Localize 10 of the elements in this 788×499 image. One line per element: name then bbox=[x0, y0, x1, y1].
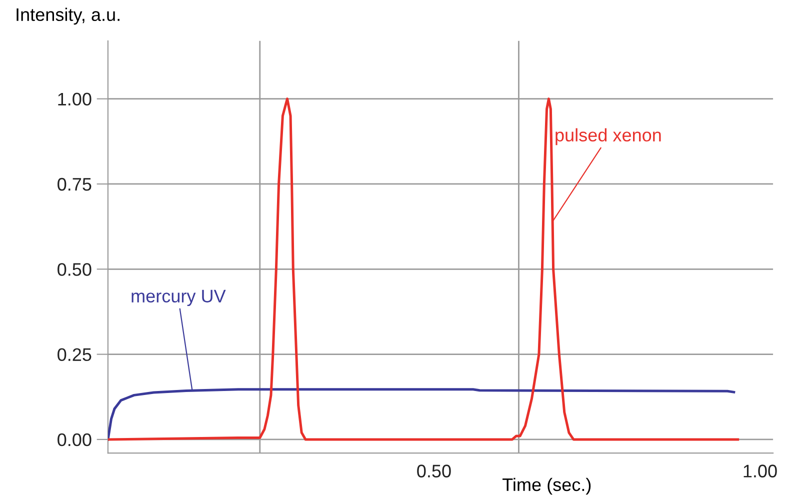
y-tick-label: 0.75 bbox=[58, 178, 92, 191]
annotation: pulsed xenon bbox=[556, 128, 661, 146]
y-tick-label: 1.00 bbox=[58, 92, 92, 106]
y-tick-label: 0.50 bbox=[58, 263, 92, 276]
x-axis-title: Time (sec.) bbox=[502, 478, 591, 495]
y-tick-label: 0.00 bbox=[58, 433, 92, 446]
y-tick-label: 0.25 bbox=[58, 348, 92, 362]
line-series bbox=[108, 98, 740, 441]
annotation: mercury UV bbox=[132, 290, 226, 306]
y-axis-title: Intensity, a.u. bbox=[16, 8, 120, 25]
